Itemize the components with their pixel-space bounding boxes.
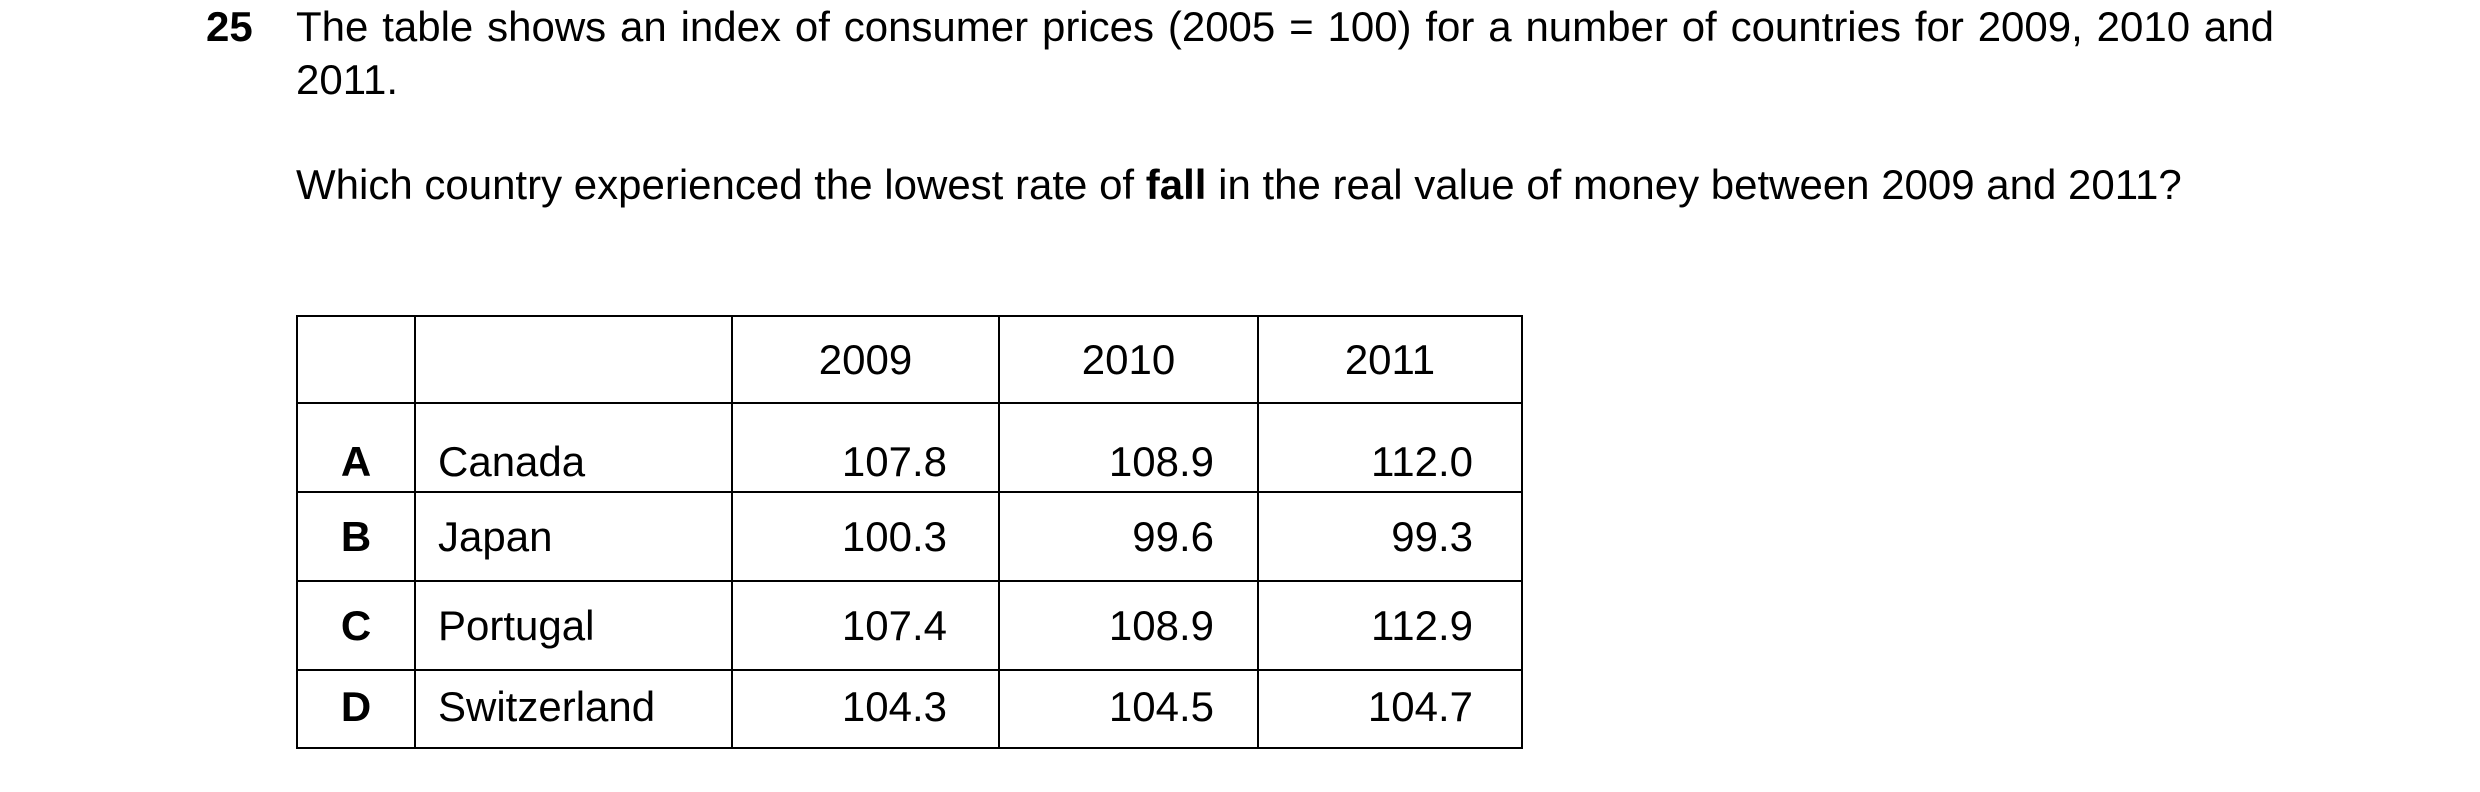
value-2009: 107.8 xyxy=(731,402,1000,493)
table-row: B Japan 100.3 99.6 99.3 xyxy=(296,491,1523,582)
value-2011: 99.3 xyxy=(1257,491,1523,582)
value-2010: 104.5 xyxy=(998,669,1259,749)
header-option-cell xyxy=(296,315,416,404)
consumer-price-index-table: 2009 2010 2011 A Canada 107.8 108.9 112.… xyxy=(296,315,1523,749)
question-number: 25 xyxy=(206,3,253,50)
header-country-cell xyxy=(414,315,733,404)
value-2010: 108.9 xyxy=(998,402,1259,493)
question-prompt: Which country experienced the lowest rat… xyxy=(296,158,2274,211)
value-2010: 108.9 xyxy=(998,580,1259,671)
country-name: Portugal xyxy=(414,580,733,671)
option-letter: A xyxy=(296,402,416,493)
option-letter: C xyxy=(296,580,416,671)
prompt-text-start: Which country experienced the lowest rat… xyxy=(296,161,1146,208)
value-2011: 112.9 xyxy=(1257,580,1523,671)
option-letter: D xyxy=(296,669,416,749)
value-2009: 100.3 xyxy=(731,491,1000,582)
value-2011: 112.0 xyxy=(1257,402,1523,493)
country-name: Japan xyxy=(414,491,733,582)
table-row: D Switzerland 104.3 104.5 104.7 xyxy=(296,669,1523,749)
header-2010: 2010 xyxy=(998,315,1259,404)
value-2009: 107.4 xyxy=(731,580,1000,671)
prompt-text-end: in the real value of money between 2009 … xyxy=(1206,161,2182,208)
value-2009: 104.3 xyxy=(731,669,1000,749)
question-intro: The table shows an index of consumer pri… xyxy=(296,3,2274,103)
option-letter: B xyxy=(296,491,416,582)
country-name: Switzerland xyxy=(414,669,733,749)
header-2011: 2011 xyxy=(1257,315,1523,404)
value-2010: 99.6 xyxy=(998,491,1259,582)
table-row: A Canada 107.8 108.9 112.0 xyxy=(296,402,1523,493)
header-2009: 2009 xyxy=(731,315,1000,404)
value-2011: 104.7 xyxy=(1257,669,1523,749)
country-name: Canada xyxy=(414,402,733,493)
table-header-row: 2009 2010 2011 xyxy=(296,315,1523,404)
prompt-bold-word: fall xyxy=(1145,161,1207,208)
table-row: C Portugal 107.4 108.9 112.9 xyxy=(296,580,1523,671)
